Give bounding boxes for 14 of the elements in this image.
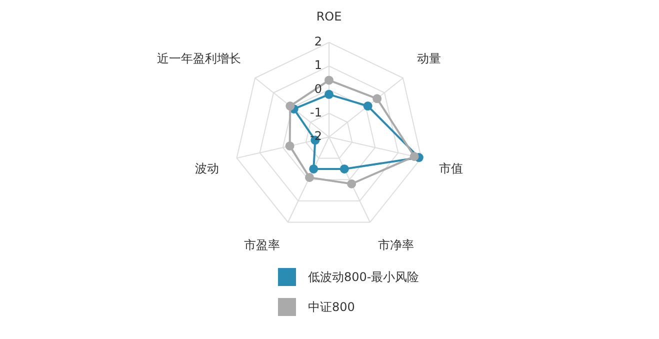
spoke-label: 近一年盈利增长 <box>156 52 241 66</box>
y-tick-label: 1 <box>314 58 322 72</box>
y-tick-label: 2 <box>314 34 322 49</box>
spoke-label: 市盈率 <box>244 238 280 252</box>
legend-label: 中证800 <box>308 298 355 316</box>
y-tick-label: -1 <box>310 105 322 120</box>
y-tick-label: -2 <box>310 129 322 144</box>
y-tick-label: 0 <box>314 82 322 96</box>
spoke-label: 波动 <box>195 161 220 176</box>
spoke-label: 市值 <box>438 161 463 176</box>
spoke-label: 市净率 <box>378 238 414 252</box>
spoke-label: ROE <box>316 9 342 24</box>
spoke-label: 动量 <box>417 52 442 66</box>
legend-label: 低波动800-最小风险 <box>308 268 420 286</box>
